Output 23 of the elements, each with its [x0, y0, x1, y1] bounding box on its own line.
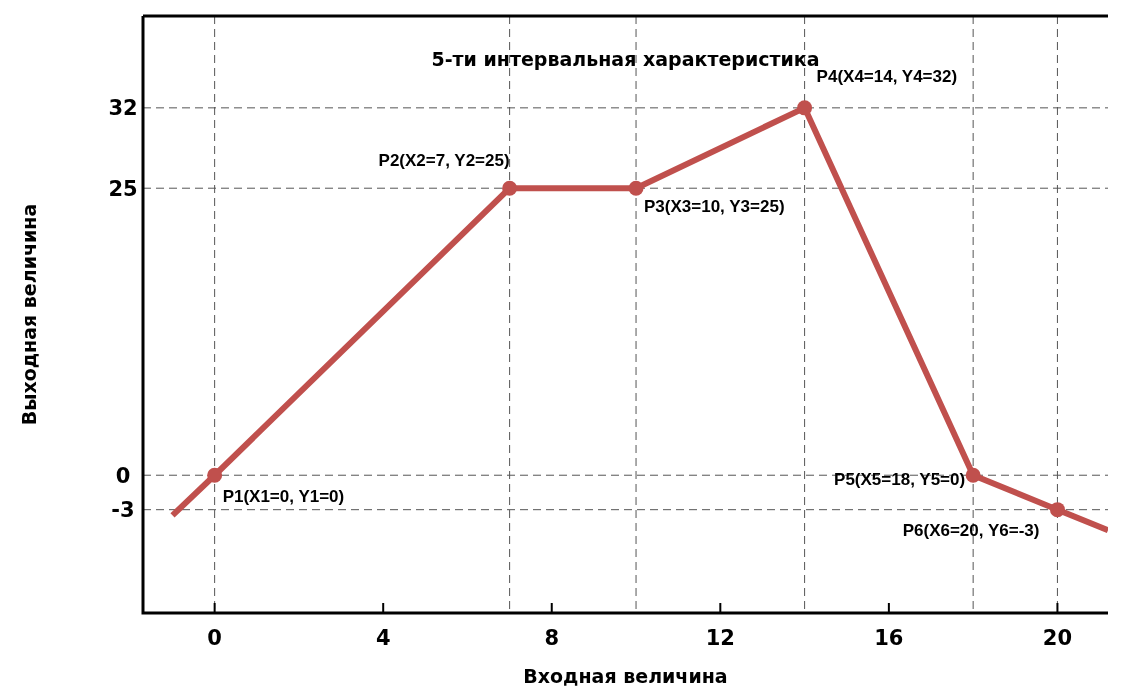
x-tick-label: 8 [544, 626, 560, 650]
point [628, 180, 644, 196]
point [207, 467, 223, 483]
point [965, 467, 981, 483]
point [502, 180, 518, 196]
x-tick-label: 16 [874, 626, 904, 650]
y-tick-label: 25 [108, 176, 138, 201]
point [797, 100, 813, 116]
y-tick-label: -3 [111, 498, 135, 523]
x-tick-label: 0 [207, 626, 222, 650]
x-tick-label: 12 [705, 626, 735, 650]
y-axis-title: Выходная величина [18, 203, 40, 426]
y-tick-label: 0 [115, 463, 131, 488]
x-tick-label: 20 [1042, 626, 1073, 650]
x-axis-title: Входная величина [523, 665, 728, 687]
point [1049, 502, 1065, 518]
annotation: P6(X6=20, Y6=-3) [902, 520, 1040, 540]
x-tick-label: 4 [375, 626, 391, 650]
annotation: P3(X3=10, Y3=25) [644, 197, 785, 217]
annotation: P5(X5=18, Y5=0) [834, 470, 966, 490]
annotation: P1(X1=0, Y1=0) [222, 487, 345, 507]
annotation: P2(X2=7, Y2=25) [378, 151, 510, 171]
y-tick-label: 32 [108, 96, 138, 121]
